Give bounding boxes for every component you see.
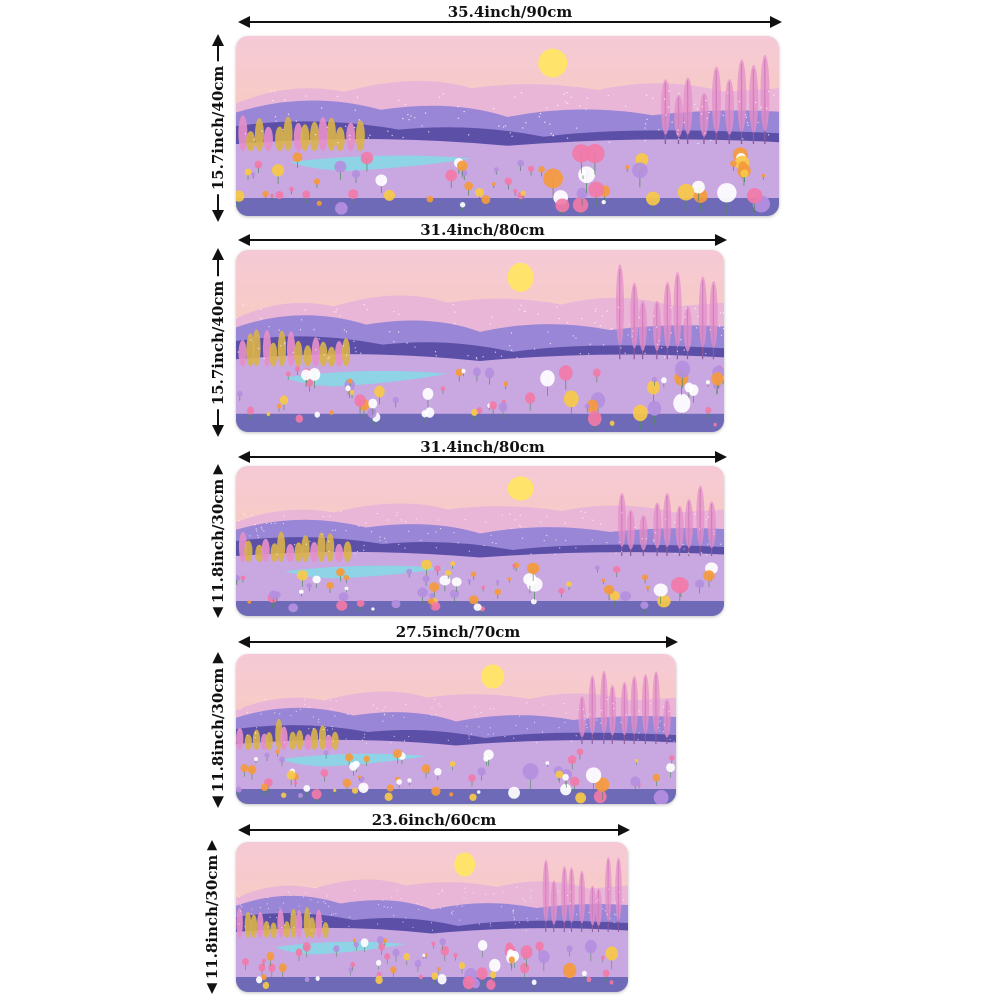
arrow-down-icon [212, 425, 224, 437]
dimension-line [240, 456, 725, 458]
arrow-right-icon [715, 451, 727, 463]
arrow-up-icon [212, 464, 224, 476]
landscape-illustration [236, 250, 724, 432]
width-label-3: 31.4inch/80cm [414, 438, 551, 456]
width-dimension-3: 31.4inch/80cm [238, 438, 727, 467]
width-label-4: 27.5inch/70cm [389, 623, 527, 641]
width-label-5: 23.6inch/60cm [365, 811, 503, 829]
width-dimension-4: 27.5inch/70cm [238, 623, 678, 652]
width-dimension-2: 31.4inch/80cm [238, 221, 727, 250]
dimension-line [240, 829, 628, 831]
height-dimension-3: 11.8inch/30cm [208, 464, 228, 618]
arrow-up-icon [212, 34, 224, 46]
arrow-left-icon [238, 636, 250, 648]
dimension-line [240, 641, 676, 643]
arrow-up-icon [212, 652, 224, 664]
width-label-1: 35.4inch/90cm [441, 3, 579, 21]
arrow-down-icon [212, 796, 224, 808]
mat-image-4 [236, 654, 676, 804]
arrow-up-icon [212, 248, 224, 260]
landscape-illustration [236, 36, 779, 216]
mat-image-5 [236, 842, 628, 992]
arrow-right-icon [715, 234, 727, 246]
mat-image-1 [236, 36, 779, 216]
height-label-3: 11.8inch/30cm [209, 474, 227, 608]
height-dimension-4: 11.8inch/30cm [208, 652, 228, 808]
width-dimension-1: 35.4inch/90cm [238, 3, 782, 32]
height-label-4: 11.8inch/30cm [209, 663, 227, 797]
arrow-right-icon [618, 824, 630, 836]
arrow-down-icon [212, 606, 224, 618]
arrow-left-icon [238, 16, 250, 28]
arrow-right-icon [770, 16, 782, 28]
arrow-right-icon [666, 636, 678, 648]
width-dimension-5: 23.6inch/60cm [238, 811, 630, 840]
arrow-up-icon [206, 840, 218, 852]
landscape-illustration [236, 466, 724, 616]
height-dimension-2: 15.7inch/40cm [208, 248, 228, 437]
arrow-down-icon [206, 982, 218, 994]
dimension-line [240, 239, 725, 241]
mat-image-3 [236, 466, 724, 616]
height-label-1: 15.7inch/40cm [209, 61, 227, 195]
arrow-left-icon [238, 234, 250, 246]
arrow-down-icon [212, 210, 224, 222]
mat-image-2 [236, 250, 724, 432]
landscape-illustration [236, 842, 628, 992]
landscape-illustration [236, 654, 676, 804]
width-label-2: 31.4inch/80cm [414, 221, 551, 239]
height-dimension-1: 15.7inch/40cm [208, 34, 228, 222]
height-label-2: 15.7inch/40cm [209, 276, 227, 409]
arrow-left-icon [238, 451, 250, 463]
dimension-line [240, 21, 780, 23]
arrow-left-icon [238, 824, 250, 836]
height-dimension-5: 11.8inch/30cm [202, 840, 222, 994]
height-label-5: 11.8inch/30cm [203, 850, 221, 984]
